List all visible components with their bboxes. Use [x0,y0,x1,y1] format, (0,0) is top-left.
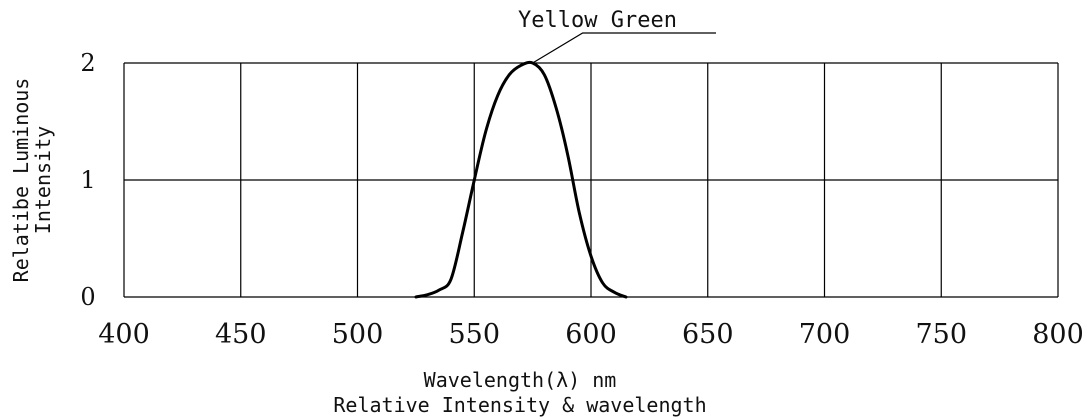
x-tick-label: 750 [915,319,967,350]
x-tick-label: 600 [565,319,617,350]
x-axis-label: Wavelength(λ) nm [424,368,617,392]
y-tick-label: 2 [80,49,95,77]
series-label: Yellow Green [518,8,677,33]
x-tick-label: 400 [98,319,150,350]
labels: 400 450 500 550 600 650 700 750 800 0 1 2 Yellow Gre… [9,8,1084,417]
x-tick-label: 550 [448,319,500,350]
x-tick-label: 800 [1032,319,1084,350]
y-axis-label-line: Intensity [31,126,55,234]
chart-subtitle: Relative Intensity & wavelength [333,393,706,417]
x-tick-label: 650 [682,319,734,350]
series-label-leader-line [532,32,716,64]
x-tick-label: 700 [799,319,851,350]
y-axis-label-line: Relatibe Luminous [9,78,33,283]
series-line-yellow-green [414,60,628,299]
y-tick-label: 0 [80,283,95,311]
x-tick-label: 500 [332,319,384,350]
grid [123,62,1059,298]
series-layer [414,60,628,299]
x-tick-label: 450 [215,319,267,350]
y-tick-label: 1 [80,166,95,194]
